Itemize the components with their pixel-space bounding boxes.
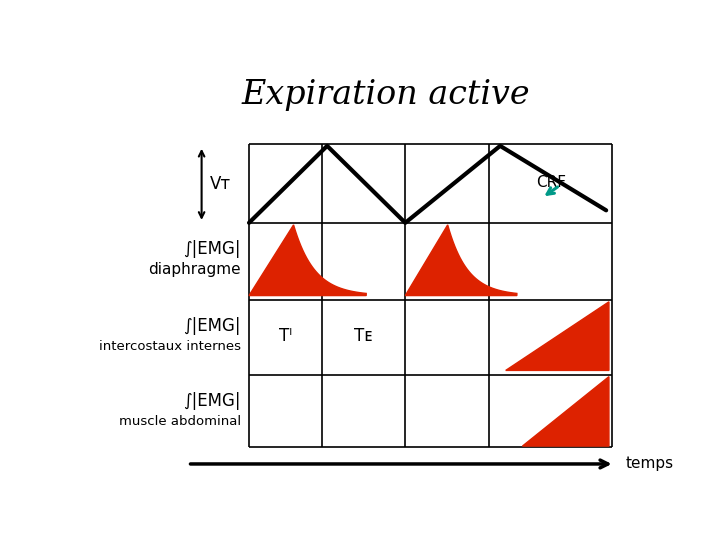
Text: CRF: CRF (536, 174, 567, 190)
Text: Tᴇ: Tᴇ (354, 327, 373, 345)
Polygon shape (249, 225, 366, 295)
Polygon shape (405, 225, 517, 295)
Text: ∫|EMG|: ∫|EMG| (183, 317, 240, 335)
Polygon shape (505, 302, 609, 370)
Text: temps: temps (626, 456, 674, 471)
Text: Vᴛ: Vᴛ (210, 176, 231, 193)
Polygon shape (523, 377, 609, 446)
Text: diaphragme: diaphragme (148, 262, 240, 277)
Text: ∫|EMG|: ∫|EMG| (183, 240, 240, 258)
Text: Tᴵ: Tᴵ (279, 327, 292, 345)
Text: intercostaux internes: intercostaux internes (99, 340, 240, 353)
Text: ∫|EMG|: ∫|EMG| (183, 392, 240, 409)
Text: Expiration active: Expiration active (241, 79, 530, 111)
Text: muscle abdominal: muscle abdominal (119, 415, 240, 428)
